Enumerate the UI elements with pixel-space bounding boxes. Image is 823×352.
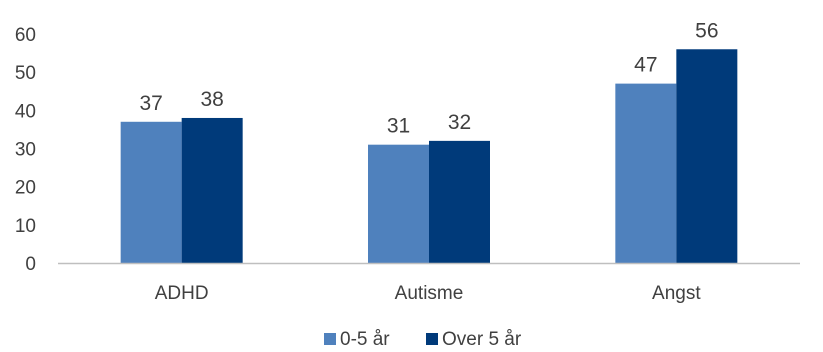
data-label: 32: [448, 111, 471, 134]
data-label: 37: [139, 92, 162, 115]
bar-autisme-series-1: [368, 144, 429, 263]
data-label: 38: [200, 88, 223, 111]
legend-swatch: [324, 333, 336, 345]
y-axis: 0 10 20 30 40 50 60: [15, 25, 36, 275]
data-label: 47: [634, 54, 657, 77]
y-tick-label: 0: [25, 254, 36, 275]
y-tick-label: 10: [15, 216, 36, 237]
y-tick-label: 20: [15, 178, 36, 199]
x-tick-label: Autisme: [395, 283, 464, 304]
y-tick-label: 30: [15, 140, 36, 161]
data-labels: 37 38 31 32 47 56: [139, 19, 718, 137]
legend-swatch: [426, 333, 438, 345]
x-tick-label: Angst: [652, 283, 701, 304]
bar-angst-series-1: [615, 83, 677, 263]
legend: 0-5 år Over 5 år: [324, 329, 522, 350]
x-tick-label: ADHD: [155, 283, 209, 304]
bars: [120, 49, 738, 264]
data-label: 31: [387, 115, 410, 138]
legend-label: 0-5 år: [340, 329, 390, 350]
y-tick-label: 60: [15, 25, 36, 46]
legend-item: Over 5 år: [426, 329, 522, 350]
bar-angst-series-2: [676, 49, 738, 264]
y-tick-label: 40: [15, 101, 36, 122]
bar-adhd-series-1: [120, 121, 182, 264]
bar-autisme-series-2: [429, 140, 490, 263]
y-tick-label: 50: [15, 63, 36, 84]
data-label: 56: [695, 19, 718, 42]
bar-adhd-series-2: [181, 117, 243, 263]
x-axis: ADHD Autisme Angst: [155, 283, 702, 304]
legend-label: Over 5 år: [442, 329, 522, 350]
legend-item: 0-5 år: [324, 329, 390, 350]
